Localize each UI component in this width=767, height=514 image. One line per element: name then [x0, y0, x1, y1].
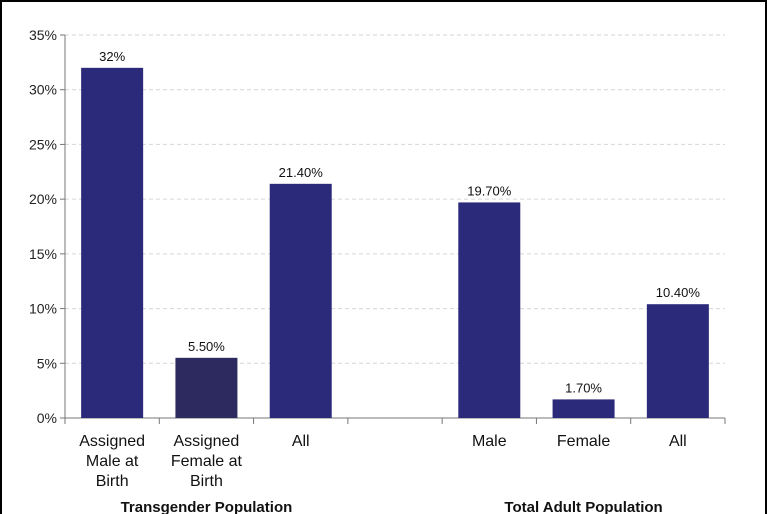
axes: 0% 5% 10% 15% 20% 25% 30% 35%: [29, 27, 726, 426]
y-tick-label: 15%: [29, 246, 57, 262]
y-tick-label: 30%: [29, 82, 57, 98]
category-label: Birth: [190, 473, 223, 490]
data-label: 10.40%: [656, 285, 701, 300]
category-label: Male at: [86, 453, 139, 470]
category-label: Female: [557, 433, 610, 450]
labels: 32% Assigned Male at Birth 5.50% Assigned Fema…: [79, 49, 700, 514]
y-tick-label: 35%: [29, 27, 57, 43]
bar: [175, 357, 238, 418]
group-label: Total Adult Population: [504, 499, 662, 514]
category-label: All: [292, 433, 310, 450]
category-label: Assigned: [79, 433, 145, 450]
data-label: 21.40%: [279, 165, 324, 180]
bars: [81, 67, 709, 418]
data-label: 32%: [99, 49, 125, 64]
y-tick-label: 5%: [37, 355, 57, 371]
bar: [81, 67, 144, 418]
data-label: 19.70%: [467, 183, 512, 198]
y-tick-label: 0%: [37, 410, 57, 426]
gridlines: [65, 34, 725, 364]
category-label: All: [669, 433, 687, 450]
category-label: Female at: [171, 453, 243, 470]
bar: [269, 183, 332, 418]
bar: [552, 399, 615, 418]
y-tick-label: 25%: [29, 136, 57, 152]
y-tick-label: 10%: [29, 301, 57, 317]
bar: [458, 202, 521, 418]
category-label: Birth: [96, 473, 129, 490]
y-tick-label: 20%: [29, 191, 57, 207]
data-label: 1.70%: [565, 380, 602, 395]
bar: [646, 304, 709, 418]
category-label: Assigned: [174, 433, 240, 450]
category-label: Male: [472, 433, 507, 450]
data-label: 5.50%: [188, 339, 225, 354]
group-label: Transgender Population: [121, 499, 293, 514]
